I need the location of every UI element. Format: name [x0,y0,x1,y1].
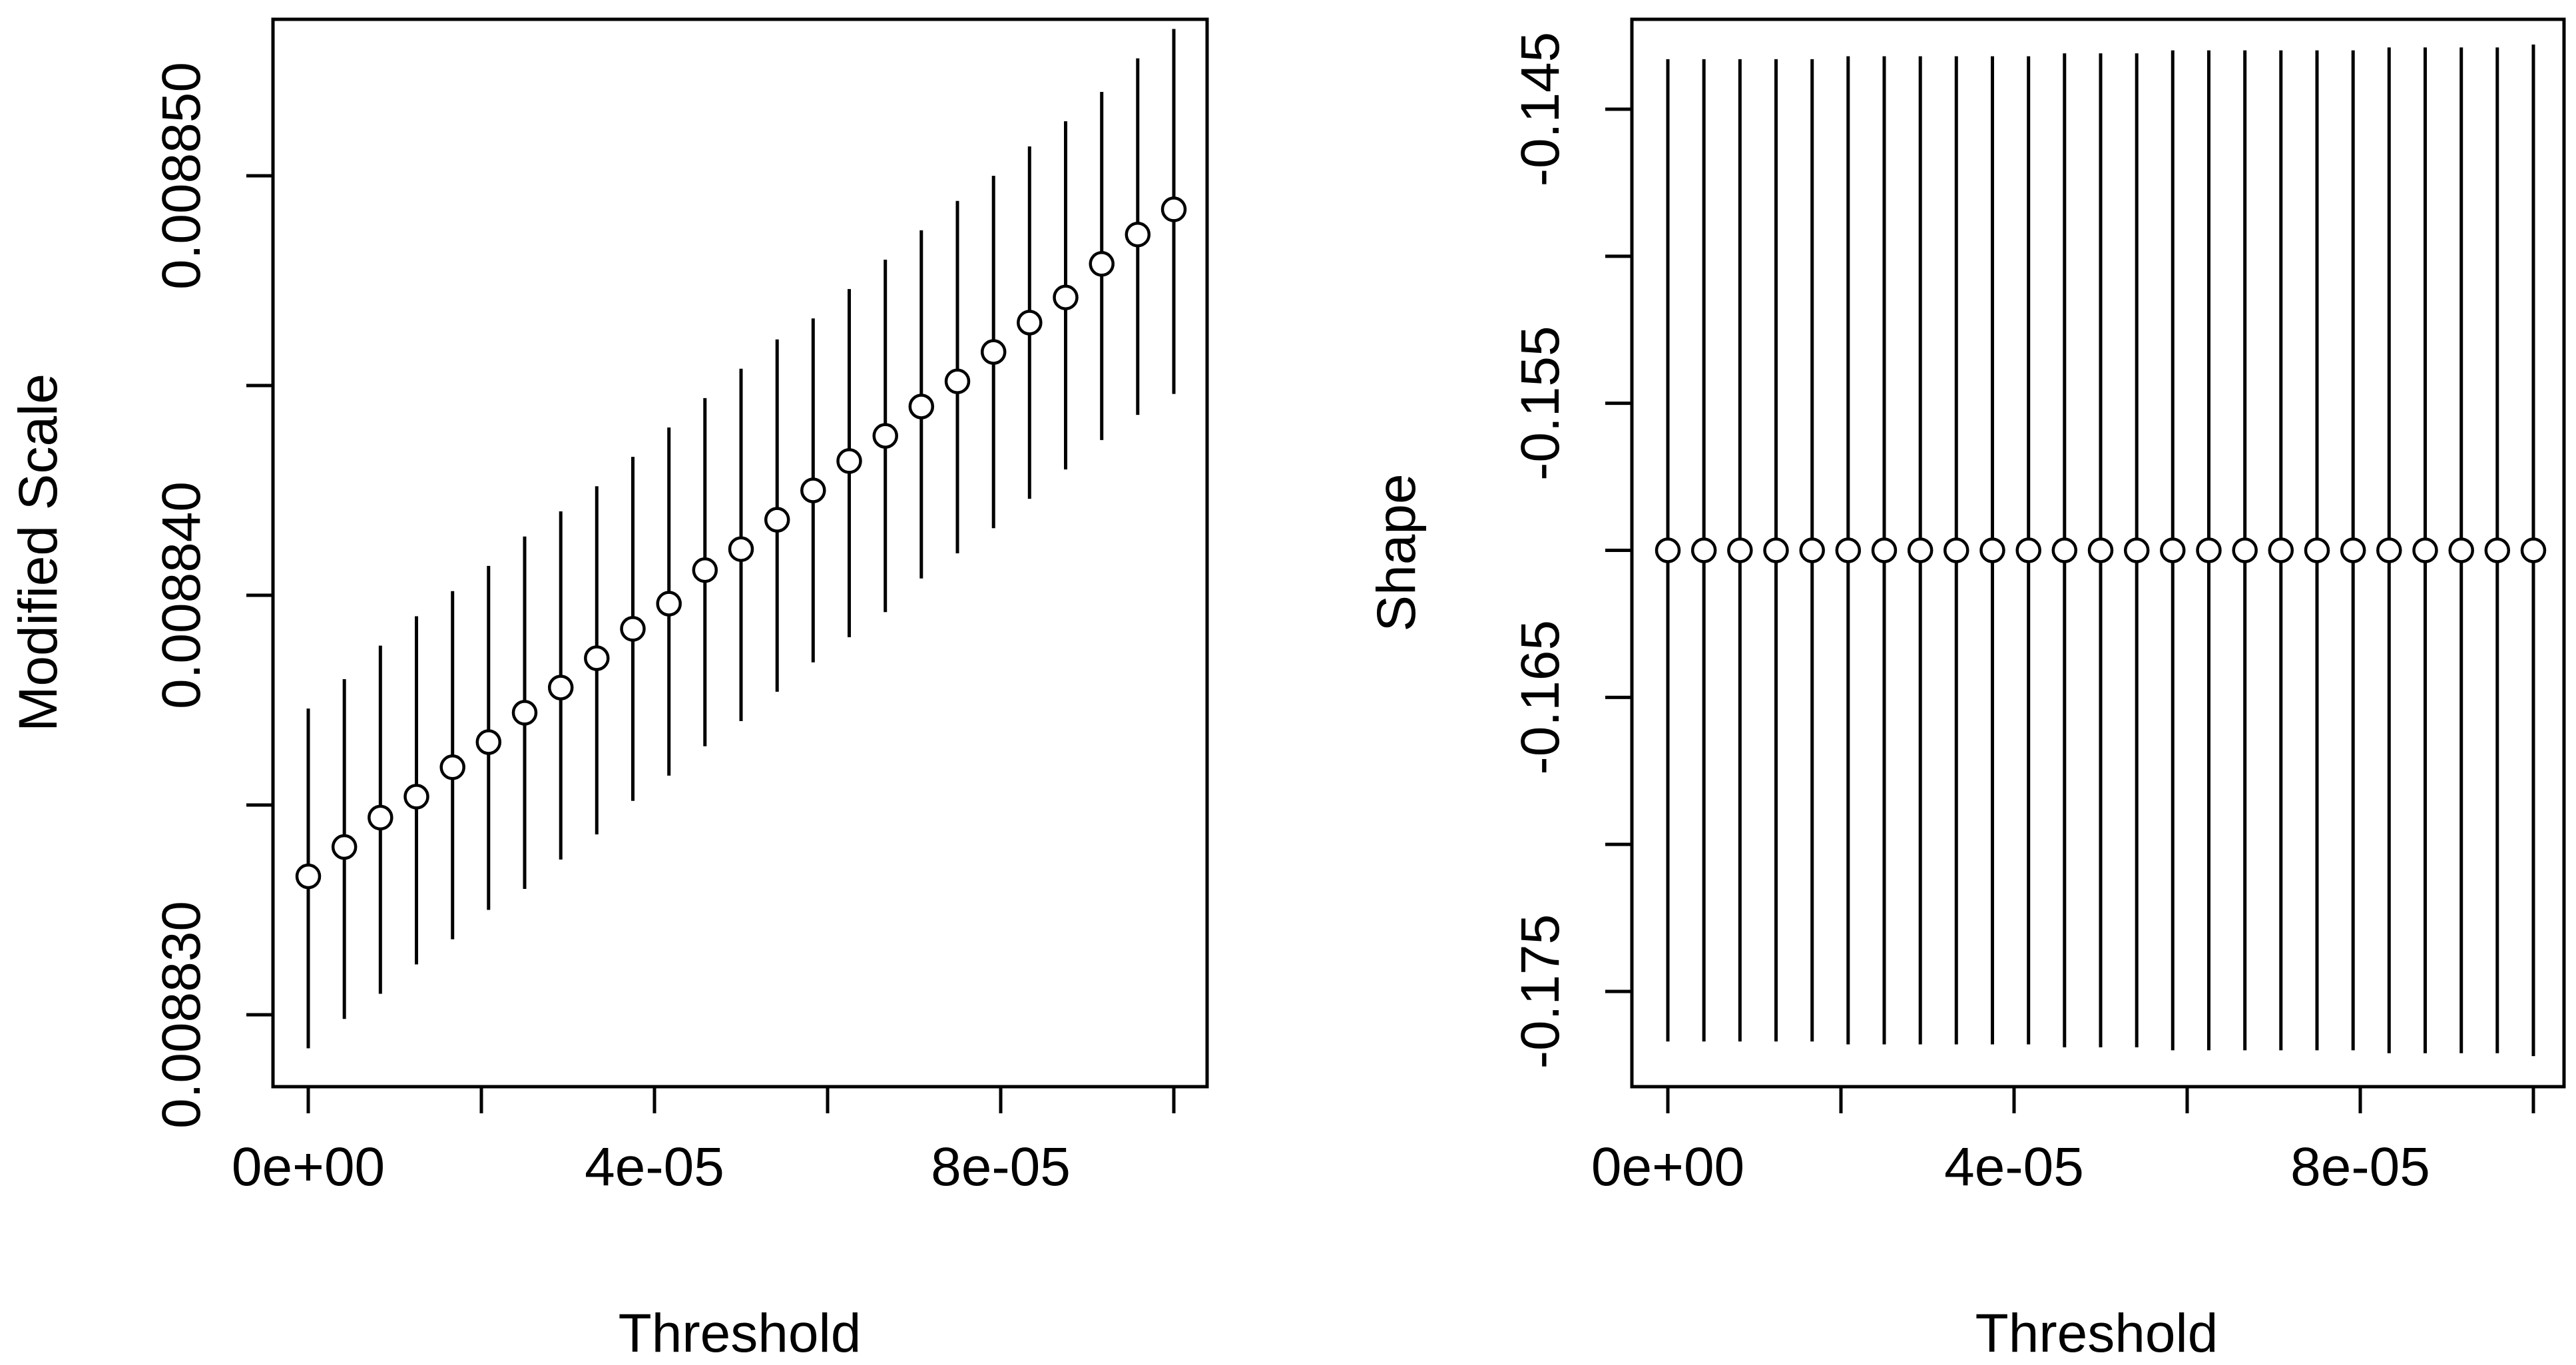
right-data-point [1799,537,1825,563]
left-data-point [439,754,465,780]
right-y-tick-label: -0.145 [1510,32,1571,187]
left-data-point [475,729,502,755]
left-data-point [620,616,646,642]
left-data-point [692,557,718,583]
right-x-tick-label: 8e-05 [2290,1137,2430,1197]
left-data-point [403,784,429,810]
right-data-point [2196,537,2222,563]
right-data-point [2087,537,2114,563]
left-data-point [368,804,393,831]
left-data-point [980,339,1007,365]
left-y-tick-label: 0.008850 [151,62,212,290]
left-data-point [584,645,610,671]
left-data-point [331,834,358,860]
right-data-point [1727,537,1753,563]
left-y-axis: 0.008830 0.008840 0.008850 [151,62,275,1129]
left-data-point [872,423,898,449]
left-x-tick-label: 0e+00 [232,1137,385,1197]
right-x-axis-title: Threshold [1975,1303,2218,1364]
left-data-point [1017,310,1043,336]
right-data-point [2376,537,2402,563]
right-data-point [1763,537,1789,563]
right-data-point [2484,537,2511,563]
right-data-point [2340,537,2366,563]
left-data-point [836,448,862,474]
right-x-axis: 0e+00 4e-05 8e-05 [1591,1085,2535,1197]
right-data-point [1943,537,1969,563]
right-data-point [2412,537,2438,563]
left-data-point [1125,221,1151,248]
right-x-tick-label: 4e-05 [1944,1137,2084,1197]
left-data-point [1160,196,1187,222]
left-data-point [728,536,754,562]
right-data-point [1979,537,2005,563]
left-x-axis: 0e+00 4e-05 8e-05 [232,1085,1176,1197]
right-data-point [1690,537,1717,563]
right-data-marks [1655,44,2547,1057]
left-data-point [547,675,574,700]
left-y-tick-label: 0.008840 [151,481,212,709]
right-data-point [2160,537,2186,563]
left-data-point [295,863,322,890]
right-x-tick-label: 0e+00 [1591,1137,1744,1197]
right-y-tick-label: -0.165 [1510,620,1571,775]
right-data-point [2304,537,2330,563]
right-data-point [2268,537,2294,563]
chart-right-panel: 0e+00 4e-05 8e-05 -0.175 -0.165 -0.155 -0.145… [1366,17,2566,1364]
left-y-tick-label: 0.008830 [151,901,212,1129]
right-y-axis-title: Shape [1366,473,1427,631]
chart-left-panel: 0e+00 4e-05 8e-05 0.008830 0.008840 0.008850… [8,17,1209,1364]
right-data-point [1835,537,1862,563]
left-data-point [944,368,971,394]
left-data-point [656,591,682,617]
right-data-point [1907,537,1933,563]
left-x-tick-label: 4e-05 [585,1137,724,1197]
left-y-axis-title: Modified Scale [8,374,69,732]
left-x-tick-label: 8e-05 [931,1137,1071,1197]
right-data-point [1871,537,1898,563]
right-y-tick-label: -0.175 [1510,914,1571,1069]
left-data-point [764,507,790,533]
right-y-tick-label: -0.155 [1510,326,1571,481]
right-data-point [2123,537,2150,563]
right-data-point [2015,537,2041,563]
left-data-point [511,700,538,726]
left-data-point [908,394,935,419]
left-data-point [1089,251,1115,277]
left-x-axis-title: Threshold [619,1303,862,1364]
right-data-point [2232,537,2258,563]
left-data-marks [295,29,1187,1049]
right-y-axis: -0.175 -0.165 -0.155 -0.145 [1510,32,1634,1069]
left-data-point [1053,284,1079,310]
right-data-point [2448,537,2474,563]
left-data-point [800,477,826,503]
right-data-point [2051,537,2078,563]
right-data-point [1655,537,1681,563]
right-data-point [2520,537,2547,563]
